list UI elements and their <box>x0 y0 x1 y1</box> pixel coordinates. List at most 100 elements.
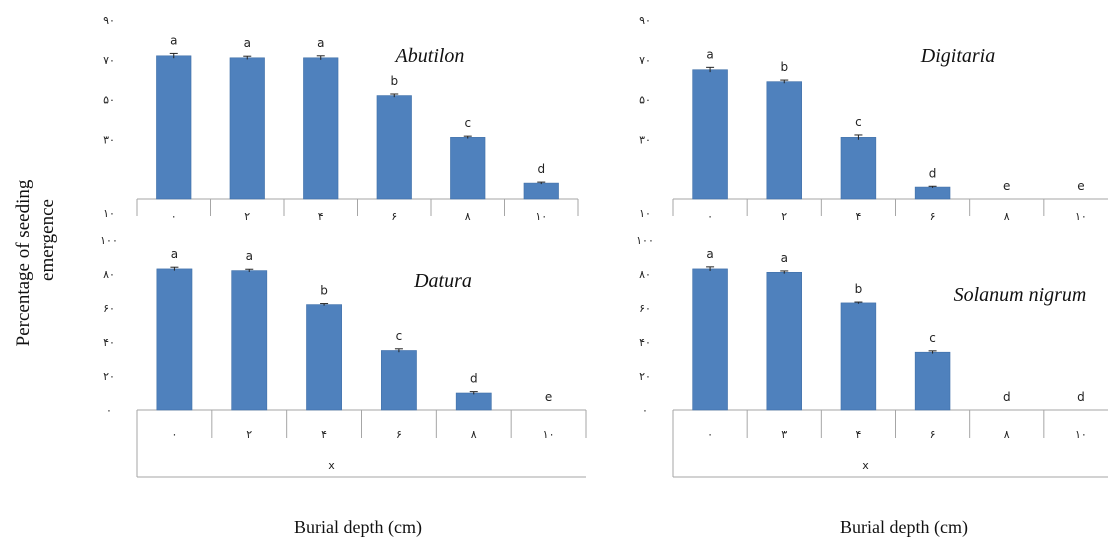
charts-layer: ۱۰۳۰۵۰۷۰۹۰a۰a۲a۴b۶c۸d۱۰Abutilon۱۰۳۰۵۰۷۰۹… <box>100 14 1108 478</box>
x-axis-label-right: Burial depth (cm) <box>840 517 968 538</box>
chart-abutilon: ۱۰ ۳۰ ۵۰ ۷۰ ۹۰ a ۰ a ۲ a ۴ b ۶ c ۸ d ۱۰ Abutilon <box>103 14 579 223</box>
x-tick-label: ۰ <box>707 428 713 441</box>
chart-solanum-nigrum: ۰ ۲۰ ۴۰ ۶۰ ۸۰ ۱۰۰ a ۰ a ۳ b ۴ c ۶ d ۸ d ۱۰ Solanum nigrum x <box>636 234 1108 478</box>
y-axis-label-line1: Percentage of seeding <box>13 179 34 346</box>
y-tick-label: ۸۰ <box>639 268 651 281</box>
significance-letter: a <box>781 251 788 265</box>
significance-letter: b <box>390 74 398 88</box>
y-tick-label: ۲۰ <box>103 370 115 383</box>
x-tick-label: ۸ <box>1004 210 1010 223</box>
y-tick-label: ۴۰ <box>103 336 115 349</box>
y-tick-label: ۰ <box>642 404 648 417</box>
significance-letter: b <box>855 282 863 296</box>
significance-letter: b <box>320 284 328 298</box>
y-tick-label: ۰ <box>106 404 112 417</box>
bar <box>306 304 342 411</box>
bar <box>914 351 951 411</box>
significance-letter: d <box>1077 390 1085 404</box>
x-tick-label: ۲ <box>246 428 252 441</box>
x-axis-small-label: x <box>328 459 335 472</box>
y-axis-label-line2: emergence <box>37 199 58 281</box>
significance-letter: c <box>855 115 862 129</box>
bar <box>303 57 339 200</box>
bar <box>523 182 559 200</box>
x-tick-label: ۱۰ <box>535 210 547 223</box>
y-tick-label: ۲۰ <box>639 370 651 383</box>
x-tick-label: ۴ <box>318 210 324 223</box>
x-tick-label: ۶ <box>930 210 936 223</box>
bar <box>231 270 268 411</box>
significance-letter: a <box>244 36 251 50</box>
x-tick-label: ۸ <box>1004 428 1010 441</box>
significance-letter: b <box>780 60 788 74</box>
bar <box>914 186 951 200</box>
x-tick-label: ۲ <box>244 210 250 223</box>
x-tick-label: ۰ <box>171 210 177 223</box>
bar <box>381 350 417 411</box>
x-tick-label: ۴ <box>855 210 861 223</box>
x-tick-label: ۴ <box>321 428 327 441</box>
y-tick-label: ۱۰ <box>639 207 651 220</box>
significance-letter: d <box>929 166 937 180</box>
x-axis-small-label: x <box>862 459 869 472</box>
bar <box>840 302 877 411</box>
bar <box>766 271 802 411</box>
significance-letter: e <box>1003 179 1010 193</box>
significance-letter: a <box>706 247 713 261</box>
significance-letter: c <box>929 331 936 345</box>
y-tick-label: ۵۰ <box>639 94 651 107</box>
chart-digitaria: ۱۰ ۳۰ ۵۰ ۷۰ ۹۰ a ۰ b ۲ c ۴ d ۶ e ۸ e ۱۰ Digitaria <box>639 14 1108 223</box>
x-tick-label: ۶ <box>396 428 402 441</box>
y-tick-label: ۳۰ <box>103 133 115 146</box>
y-tick-label: ۶۰ <box>103 302 115 315</box>
bar <box>766 81 802 200</box>
x-tick-label: ۶ <box>930 428 936 441</box>
species-title: Abutilon <box>394 45 465 67</box>
bar <box>156 55 192 200</box>
significance-letter: c <box>464 116 471 130</box>
bar <box>692 69 728 200</box>
bar <box>376 95 412 200</box>
y-tick-label: ۳۰ <box>639 133 651 146</box>
x-tick-label: ۶ <box>391 210 397 223</box>
x-tick-label: ۱۰ <box>543 428 555 441</box>
significance-letter: d <box>537 162 545 176</box>
x-tick-label: ۲ <box>781 210 787 223</box>
y-tick-label: ۹۰ <box>639 14 651 27</box>
x-tick-label: ۴ <box>855 428 861 441</box>
y-tick-label: ۱۰۰ <box>636 234 654 247</box>
bar <box>840 137 877 200</box>
y-tick-label: ۷۰ <box>103 54 115 67</box>
x-tick-label: ۸ <box>471 428 477 441</box>
significance-letter: e <box>1077 179 1084 193</box>
y-tick-label: ۹۰ <box>103 14 115 27</box>
significance-letter: c <box>396 329 403 343</box>
x-tick-label: ۰ <box>171 428 177 441</box>
species-title: Solanum nigrum <box>954 284 1087 306</box>
significance-letter: a <box>246 249 253 263</box>
bar <box>156 268 193 411</box>
chart-datura: ۰ ۲۰ ۴۰ ۶۰ ۸۰ ۱۰۰ a ۰ a ۲ b ۴ c ۶ d ۸ e ۱۰ Datura x <box>100 234 587 478</box>
bar <box>692 268 728 411</box>
significance-letter: d <box>470 372 478 386</box>
x-tick-label: ۱۰ <box>1075 428 1087 441</box>
bar <box>229 57 265 200</box>
y-tick-label: ۱۰ <box>103 207 115 220</box>
bar <box>455 392 492 411</box>
y-tick-label: ۷۰ <box>639 54 651 67</box>
x-tick-label: ۳ <box>781 428 787 441</box>
y-tick-label: ۱۰۰ <box>100 234 118 247</box>
y-tick-label: ۵۰ <box>103 94 115 107</box>
significance-letter: a <box>170 33 177 47</box>
significance-letter: a <box>317 36 324 50</box>
bar <box>450 137 486 200</box>
x-tick-label: ۰ <box>707 210 713 223</box>
x-tick-label: ۸ <box>465 210 471 223</box>
y-tick-label: ۶۰ <box>639 302 651 315</box>
significance-letter: e <box>545 390 552 404</box>
species-title: Digitaria <box>920 45 995 67</box>
y-tick-label: ۴۰ <box>639 336 651 349</box>
y-tick-label: ۸۰ <box>103 268 115 281</box>
x-tick-label: ۱۰ <box>1075 210 1087 223</box>
